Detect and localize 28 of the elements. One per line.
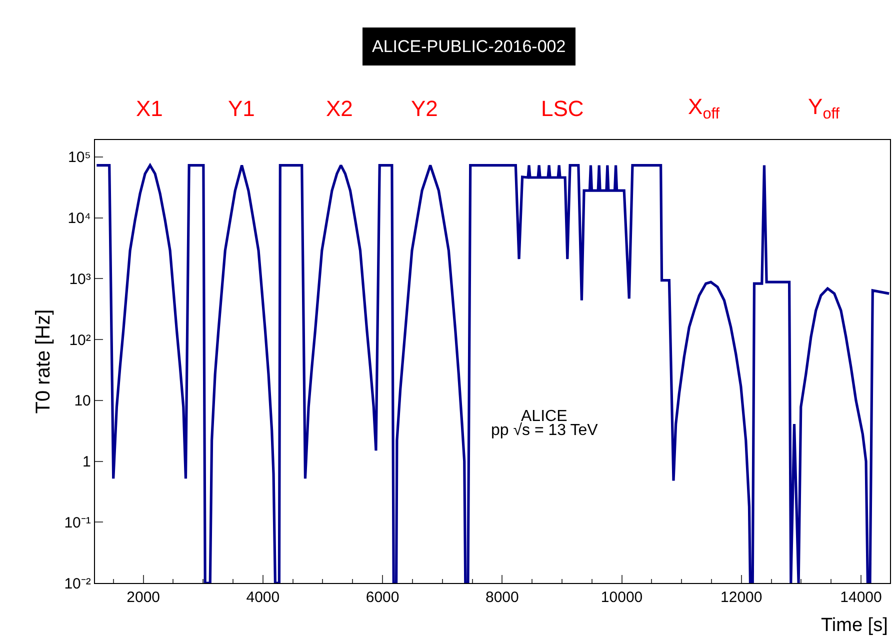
- text: Y1: [228, 96, 255, 121]
- y-tick-label: 10³: [69, 270, 91, 288]
- line-series: [95, 164, 890, 583]
- y-tick-label: 10⁵: [68, 149, 91, 166]
- x-tick-label: 4000: [246, 589, 280, 606]
- y-tick-label: 10⁴: [68, 210, 91, 228]
- x-tick-label: 10000: [600, 589, 643, 606]
- chart-title: ALICE-PUBLIC-2016-002: [372, 37, 566, 56]
- x-tick-label: 2000: [126, 589, 160, 606]
- x-tick-label: 8000: [485, 589, 519, 606]
- text: X$_{off}$: [688, 94, 720, 123]
- annotation: ALICE: [521, 408, 568, 425]
- y-tick-label: 10⁻¹: [64, 514, 91, 532]
- y-tick-label: 1: [82, 454, 91, 471]
- x-tick-label: 12000: [720, 589, 762, 606]
- text: X2: [326, 96, 353, 121]
- y-tick-label: 10: [74, 392, 91, 410]
- x-axis-title: Time [s]: [821, 615, 888, 636]
- y-tick-label: 10²: [69, 332, 91, 349]
- text: X1: [136, 96, 163, 121]
- x-tick-label: 6000: [366, 589, 400, 606]
- text: LSC: [541, 96, 584, 121]
- y-tick-label: 10⁻²: [64, 575, 91, 592]
- x-tick-label: 14000: [840, 589, 882, 606]
- text: Y2: [411, 96, 438, 121]
- y-axis-title: T0 rate [Hz]: [32, 309, 55, 414]
- annotation: pp √s = 13 TeV: [491, 422, 598, 439]
- text: Y$_{off}$: [808, 94, 840, 123]
